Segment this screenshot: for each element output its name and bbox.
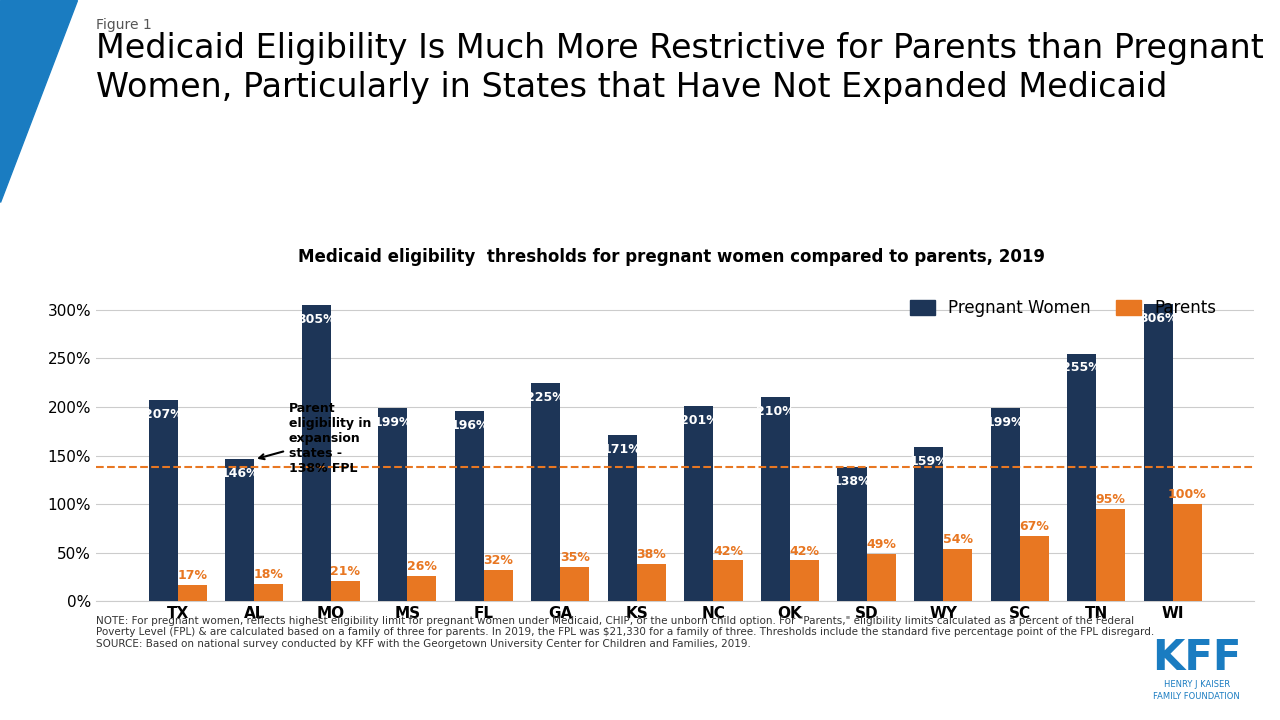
Text: 18%: 18% xyxy=(253,568,284,581)
Text: 54%: 54% xyxy=(942,533,973,546)
Bar xyxy=(685,406,713,601)
Text: 17%: 17% xyxy=(177,569,207,582)
Bar xyxy=(379,408,407,601)
Text: Parent
eligibility in
expansion
states -
138% FPL: Parent eligibility in expansion states -… xyxy=(259,402,371,475)
Bar xyxy=(713,560,742,601)
Text: 305%: 305% xyxy=(297,312,335,326)
Bar xyxy=(991,408,1020,601)
Bar xyxy=(837,467,867,601)
Text: KFF: KFF xyxy=(1152,637,1242,679)
Bar xyxy=(1172,504,1202,601)
Text: 95%: 95% xyxy=(1096,493,1125,506)
Bar xyxy=(531,383,561,601)
Text: 159%: 159% xyxy=(909,454,947,467)
Bar xyxy=(1020,536,1048,601)
Bar xyxy=(330,581,360,601)
Text: 21%: 21% xyxy=(330,565,361,578)
Text: 225%: 225% xyxy=(526,390,566,403)
Bar xyxy=(760,397,790,601)
Bar xyxy=(561,567,590,601)
Bar xyxy=(943,549,972,601)
Bar xyxy=(867,554,896,601)
Text: 42%: 42% xyxy=(790,544,819,557)
Text: 196%: 196% xyxy=(451,418,489,432)
Bar xyxy=(1096,509,1125,601)
Text: 138%: 138% xyxy=(833,475,872,488)
Text: 42%: 42% xyxy=(713,544,742,557)
Text: 100%: 100% xyxy=(1167,488,1207,501)
Text: 67%: 67% xyxy=(1019,521,1050,534)
Text: 26%: 26% xyxy=(407,560,436,573)
Text: Medicaid Eligibility Is Much More Restrictive for Parents than Pregnant
Women, P: Medicaid Eligibility Is Much More Restri… xyxy=(96,32,1263,104)
Text: 171%: 171% xyxy=(603,443,641,456)
Text: NOTE: For pregnant women, reflects highest eligibility limit for pregnant women : NOTE: For pregnant women, reflects highe… xyxy=(96,616,1155,649)
Text: 201%: 201% xyxy=(680,414,718,427)
Text: 210%: 210% xyxy=(756,405,795,418)
Bar xyxy=(407,576,436,601)
Bar xyxy=(790,560,819,601)
Text: Medicaid eligibility  thresholds for pregnant women compared to parents, 2019: Medicaid eligibility thresholds for preg… xyxy=(298,248,1046,266)
Text: 38%: 38% xyxy=(636,549,667,562)
Text: 199%: 199% xyxy=(986,415,1024,428)
Bar xyxy=(914,447,943,601)
Text: 199%: 199% xyxy=(374,415,412,428)
Bar xyxy=(1068,354,1096,601)
Text: 306%: 306% xyxy=(1139,312,1178,325)
Bar xyxy=(637,564,666,601)
Bar xyxy=(302,305,330,601)
Text: HENRY J KAISER
FAMILY FOUNDATION: HENRY J KAISER FAMILY FOUNDATION xyxy=(1153,680,1240,701)
Bar xyxy=(225,459,255,601)
Bar xyxy=(178,585,207,601)
Bar xyxy=(484,570,513,601)
Bar xyxy=(454,411,484,601)
Text: 207%: 207% xyxy=(143,408,183,421)
Bar xyxy=(1143,304,1172,601)
Bar xyxy=(148,400,178,601)
Text: Figure 1: Figure 1 xyxy=(96,18,152,32)
Text: 32%: 32% xyxy=(484,554,513,567)
Text: 49%: 49% xyxy=(867,538,896,551)
Text: 35%: 35% xyxy=(561,552,590,564)
Text: 146%: 146% xyxy=(220,467,259,480)
Text: 255%: 255% xyxy=(1062,361,1101,374)
Bar xyxy=(255,584,283,601)
Legend: Pregnant Women, Parents: Pregnant Women, Parents xyxy=(904,292,1222,324)
Bar xyxy=(608,435,637,601)
